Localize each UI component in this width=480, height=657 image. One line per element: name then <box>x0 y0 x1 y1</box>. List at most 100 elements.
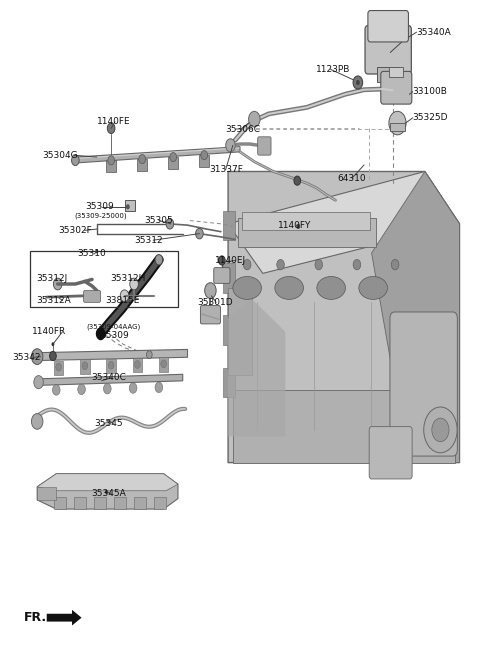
Circle shape <box>204 283 216 298</box>
Bar <box>377 68 399 82</box>
Bar <box>37 487 56 500</box>
Polygon shape <box>37 374 183 386</box>
FancyBboxPatch shape <box>369 426 412 479</box>
Text: 35312A: 35312A <box>36 296 71 305</box>
Bar <box>54 497 66 509</box>
Circle shape <box>146 351 152 359</box>
Circle shape <box>243 260 251 270</box>
Polygon shape <box>37 474 178 491</box>
Circle shape <box>108 156 115 165</box>
Text: 31337F: 31337F <box>209 165 243 174</box>
Circle shape <box>96 327 106 340</box>
Circle shape <box>294 176 300 185</box>
Circle shape <box>78 384 85 395</box>
Circle shape <box>53 278 62 290</box>
Text: 35312H: 35312H <box>110 273 145 283</box>
Circle shape <box>130 278 138 290</box>
FancyBboxPatch shape <box>365 26 411 74</box>
Ellipse shape <box>233 277 262 300</box>
Text: 1140FY: 1140FY <box>278 221 312 230</box>
Bar <box>223 368 235 397</box>
Circle shape <box>170 152 177 162</box>
Circle shape <box>134 361 140 369</box>
FancyBboxPatch shape <box>214 267 230 283</box>
Text: 35309: 35309 <box>101 330 130 340</box>
Text: 35310: 35310 <box>78 250 107 258</box>
Circle shape <box>249 111 260 127</box>
Text: 35309: 35309 <box>85 202 114 212</box>
Bar <box>390 123 405 131</box>
Circle shape <box>424 407 457 453</box>
Text: 35340A: 35340A <box>417 28 451 37</box>
Circle shape <box>108 361 114 369</box>
Text: 35304G: 35304G <box>42 150 78 160</box>
Circle shape <box>129 383 137 394</box>
Circle shape <box>432 418 449 442</box>
Bar <box>114 497 126 509</box>
Circle shape <box>296 224 300 229</box>
Bar <box>223 263 235 292</box>
Bar <box>168 157 178 169</box>
Text: 35301D: 35301D <box>197 298 233 307</box>
Polygon shape <box>75 147 240 163</box>
Bar <box>228 288 252 375</box>
Bar <box>107 359 116 373</box>
Bar <box>154 497 166 509</box>
Circle shape <box>226 139 235 152</box>
Bar <box>159 357 168 372</box>
Text: 35345: 35345 <box>95 419 123 428</box>
Circle shape <box>315 260 323 270</box>
Polygon shape <box>228 171 459 273</box>
Text: 1140FE: 1140FE <box>97 117 131 126</box>
Text: 35345A: 35345A <box>91 489 126 498</box>
Polygon shape <box>228 299 285 436</box>
Circle shape <box>353 260 361 270</box>
Circle shape <box>32 349 43 365</box>
Bar <box>242 212 370 230</box>
FancyBboxPatch shape <box>200 306 220 324</box>
Bar <box>74 497 86 509</box>
Circle shape <box>34 376 43 389</box>
Circle shape <box>353 76 363 89</box>
Polygon shape <box>47 610 82 625</box>
Text: 1140FR: 1140FR <box>33 327 67 336</box>
Text: 35302F: 35302F <box>59 226 93 235</box>
Circle shape <box>108 123 115 133</box>
FancyBboxPatch shape <box>84 290 101 302</box>
Text: 35312: 35312 <box>134 236 163 244</box>
Circle shape <box>161 360 167 368</box>
Bar <box>30 251 178 307</box>
Circle shape <box>82 362 88 370</box>
Polygon shape <box>228 171 459 463</box>
Bar <box>238 218 376 247</box>
Circle shape <box>51 342 54 346</box>
Bar <box>137 159 147 171</box>
Circle shape <box>126 204 130 210</box>
FancyBboxPatch shape <box>258 137 271 155</box>
Circle shape <box>356 80 360 85</box>
Text: 35306C: 35306C <box>226 125 261 134</box>
Bar <box>132 358 142 373</box>
Polygon shape <box>372 171 459 463</box>
Text: 1140EJ: 1140EJ <box>215 256 246 265</box>
Circle shape <box>155 254 163 265</box>
Circle shape <box>72 155 79 166</box>
Ellipse shape <box>359 277 387 300</box>
Bar <box>134 497 146 509</box>
Text: FR.: FR. <box>24 611 48 624</box>
Text: 33100B: 33100B <box>413 87 448 96</box>
Text: 1123PB: 1123PB <box>316 65 351 74</box>
Text: 35325D: 35325D <box>413 114 448 122</box>
Circle shape <box>391 260 399 270</box>
Ellipse shape <box>317 277 346 300</box>
Bar <box>223 315 235 345</box>
Circle shape <box>277 260 284 270</box>
Circle shape <box>139 154 145 164</box>
Bar <box>80 359 90 374</box>
Circle shape <box>49 351 56 361</box>
Bar <box>107 160 116 172</box>
Circle shape <box>218 256 225 265</box>
Circle shape <box>389 111 406 135</box>
Polygon shape <box>36 350 188 361</box>
Circle shape <box>32 413 43 429</box>
